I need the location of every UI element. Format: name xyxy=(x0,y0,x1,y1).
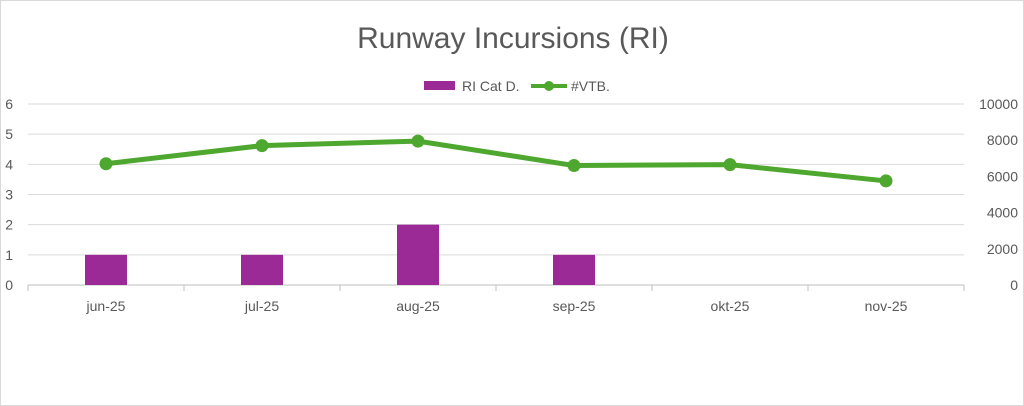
y-right-tick-label: 2000 xyxy=(987,241,1018,257)
y-left-axis: 0 1 2 3 4 5 6 xyxy=(5,96,13,293)
gridlines xyxy=(28,103,964,286)
x-axis: jun-25 jul-25 aug-25 sep-25 okt-25 nov-25 xyxy=(27,285,965,314)
point-vtb xyxy=(567,159,581,173)
x-tick-label: nov-25 xyxy=(865,298,908,314)
bar-ri-cat-d xyxy=(241,254,283,285)
point-vtb xyxy=(879,174,893,188)
y-left-tick-label: 0 xyxy=(5,277,13,293)
y-right-tick-label: 0 xyxy=(1010,277,1018,293)
y-left-tick-label: 2 xyxy=(5,217,13,233)
legend-label-vtb: #VTB. xyxy=(571,78,610,94)
x-tick-label: sep-25 xyxy=(553,298,596,314)
y-left-tick-label: 4 xyxy=(5,156,13,172)
y-right-tick-label: 8000 xyxy=(987,132,1018,148)
line-series-vtb xyxy=(99,134,893,188)
bar-ri-cat-d xyxy=(397,224,439,285)
x-tick-label: jun-25 xyxy=(86,298,126,314)
y-left-tick-label: 5 xyxy=(5,126,13,142)
legend-label-ri-cat-d: RI Cat D. xyxy=(462,78,520,94)
point-vtb xyxy=(723,158,737,172)
x-tick-label: aug-25 xyxy=(396,298,440,314)
bar-ri-cat-d xyxy=(85,254,127,285)
line-vtb xyxy=(103,138,889,184)
x-tick-label: jul-25 xyxy=(244,298,279,314)
y-left-tick-label: 1 xyxy=(5,247,13,263)
chart-title: Runway Incursions (RI) xyxy=(357,22,669,55)
legend: RI Cat D. #VTB. xyxy=(424,78,610,94)
x-tick-label: okt-25 xyxy=(711,298,750,314)
legend-swatch-ri-cat-d xyxy=(424,81,455,90)
y-right-tick-label: 6000 xyxy=(987,168,1018,184)
bar-series-ri-cat-d xyxy=(85,224,595,285)
y-left-tick-label: 6 xyxy=(5,96,13,112)
y-right-axis: 0 2000 4000 6000 8000 10000 xyxy=(979,96,1018,293)
legend-swatch-marker-vtb xyxy=(544,81,554,91)
y-right-tick-label: 4000 xyxy=(987,205,1018,221)
y-left-tick-label: 3 xyxy=(5,187,13,203)
y-right-tick-label: 10000 xyxy=(979,96,1018,112)
bar-ri-cat-d xyxy=(553,254,595,285)
point-vtb xyxy=(99,157,113,171)
point-vtb xyxy=(255,139,269,153)
point-vtb xyxy=(411,134,425,148)
